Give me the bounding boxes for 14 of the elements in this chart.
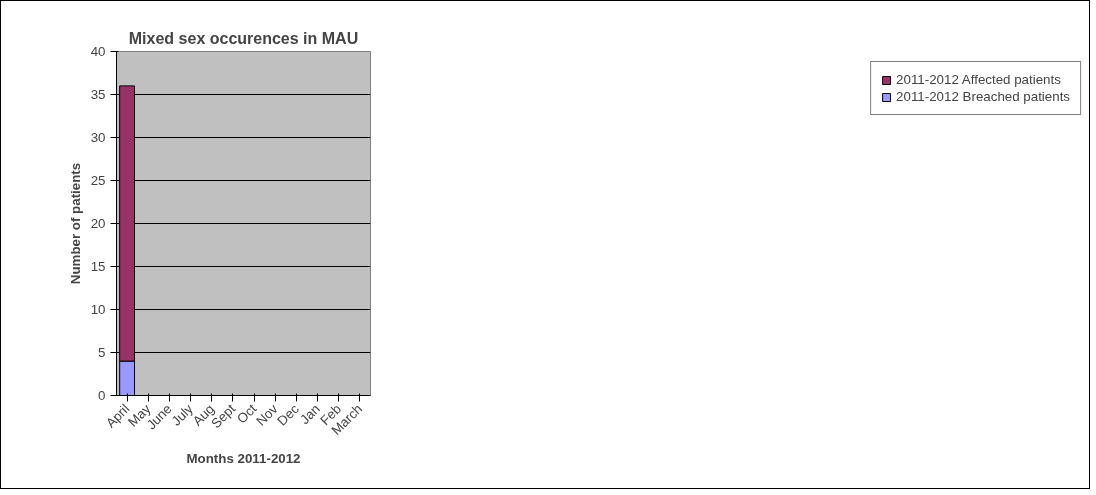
y-tick-label: 15: [90, 259, 106, 274]
x-axis-title: Months 2011-2012: [186, 451, 301, 467]
y-tick-label: 20: [90, 216, 106, 231]
y-tick-label: 0: [98, 388, 106, 403]
y-tick-label: 30: [90, 130, 106, 145]
y-tick-label: 5: [98, 345, 106, 360]
y-tick-label: 25: [90, 173, 106, 188]
legend-label: 2011-2012 Affected patients: [896, 72, 1061, 87]
y-tick-label: 10: [90, 302, 106, 317]
y-tick-label: 40: [90, 44, 106, 59]
legend-label: 2011-2012 Breached patients: [896, 89, 1070, 104]
y-axis-title: Number of patients: [67, 162, 83, 285]
y-tick-label: 35: [90, 87, 106, 102]
chart-title: Mixed sex occurences in MAU: [128, 29, 359, 47]
